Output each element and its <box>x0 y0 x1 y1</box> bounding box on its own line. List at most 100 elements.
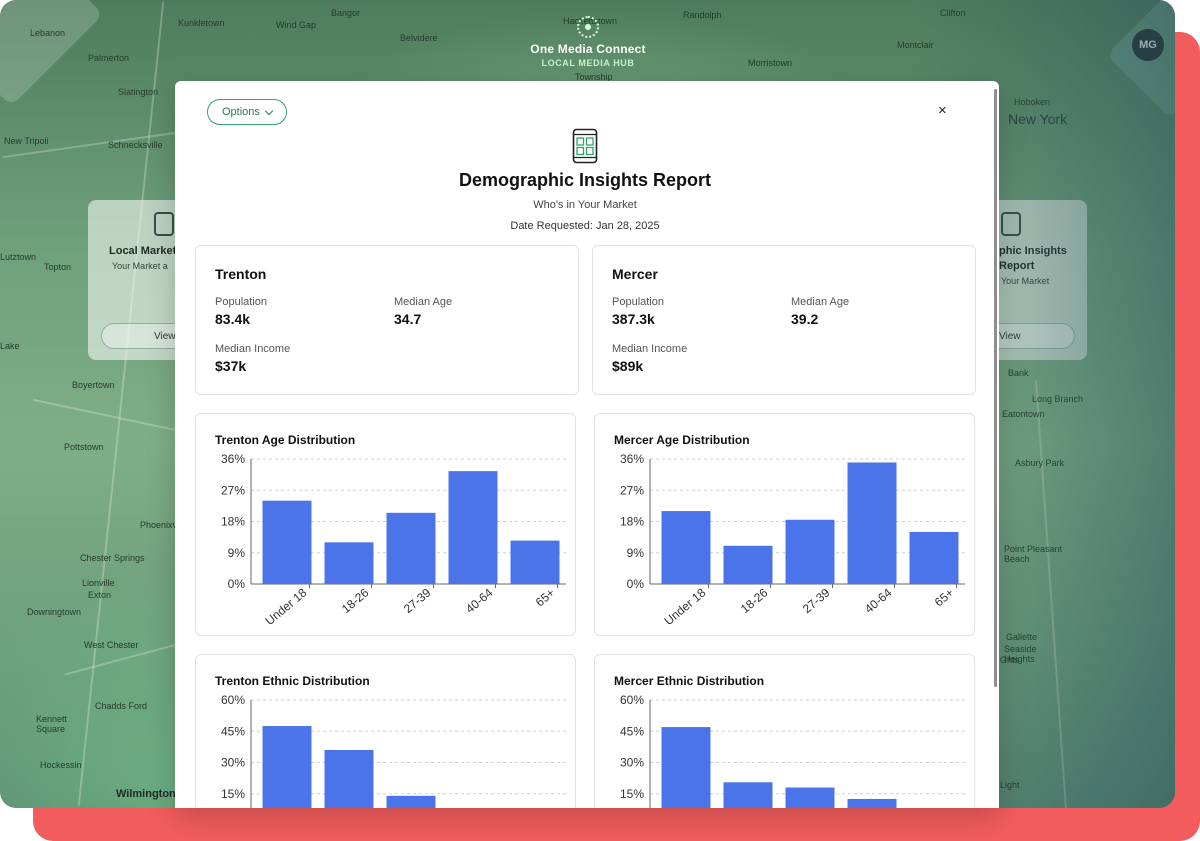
mercer-age-chart-card: Mercer Age Distribution 0% 9% 18% 27% 36% Und… <box>594 413 975 636</box>
chart-title: Mercer Ethnic Distribution <box>614 674 765 688</box>
map-label: Point Pleasant Beach <box>1004 544 1063 564</box>
local-market-card-subtitle: Your Market a <box>112 261 168 271</box>
x-tick-label: 27-39 <box>401 585 434 616</box>
stat-value: 387.3k <box>612 311 655 327</box>
y-tick-label: 18% <box>221 515 245 529</box>
map-label: Lutztown <box>0 252 37 262</box>
median-age-stat: Median Age 39.2 <box>791 296 849 327</box>
demographic-report-modal[interactable]: Options × Demographic Insights Report Wh… <box>175 81 999 808</box>
mercer-ethnic-chart: 15% 30% 45% 60% <box>620 693 965 808</box>
brand-network-icon <box>577 16 599 38</box>
close-button[interactable]: × <box>938 102 947 119</box>
x-tick-label: 27-39 <box>800 585 833 616</box>
market-card-icon <box>154 212 174 236</box>
bar <box>785 787 835 808</box>
x-tick-label: 18-26 <box>738 585 771 616</box>
map-label: Lionville <box>82 578 115 588</box>
brand-logo[interactable]: One Media Connect LOCAL MEDIA HUB <box>500 16 676 68</box>
map-label: Asbury Park <box>1015 458 1065 468</box>
chevron-down-icon <box>264 106 274 115</box>
chart-title: Trenton Age Distribution <box>215 433 356 447</box>
stat-value: 34.7 <box>394 311 422 327</box>
map-label: Boyertown <box>72 380 115 390</box>
map-label: Pottstown <box>64 442 104 452</box>
city-name: Trenton <box>215 266 267 282</box>
bar <box>386 795 436 808</box>
map-label: Topton <box>44 262 72 272</box>
map-label: Chadds Ford <box>95 701 148 711</box>
median-income-stat: Median Income $89k <box>612 343 687 374</box>
brand-subtitle: LOCAL MEDIA HUB <box>541 58 635 68</box>
date-requested: Date Requested: Jan 28, 2025 <box>175 220 995 232</box>
map-label: Randolph <box>683 10 722 20</box>
median-income-stat: Median Income $37k <box>215 343 290 374</box>
trenton-ethnic-chart: 15% 30% 45% 60% <box>221 693 566 808</box>
stat-label: Median Income <box>612 343 688 355</box>
y-tick-label: 15% <box>620 787 644 801</box>
y-tick-label: 30% <box>620 756 644 770</box>
corner-decoration-right <box>1106 0 1175 119</box>
map-label: Palmerton <box>88 53 130 63</box>
map-label: Wind Gap <box>276 20 317 30</box>
bar <box>785 519 835 584</box>
y-tick-label: 60% <box>620 693 644 707</box>
map-label: Seaside Heights <box>1004 644 1037 664</box>
x-tick-label: 65+ <box>533 586 558 610</box>
bar <box>723 782 773 808</box>
median-age-stat: Median Age 34.7 <box>394 296 452 327</box>
mobile-report-icon <box>572 128 598 164</box>
map-label: Bank <box>1008 368 1029 378</box>
chart-title: Trenton Ethnic Distribution <box>215 674 370 688</box>
bar <box>661 511 711 584</box>
y-tick-label: 9% <box>627 546 645 560</box>
mercer-stats-card: Mercer Population 387.3k Median Age 39.2… <box>592 245 976 395</box>
options-label: Options <box>222 106 260 118</box>
y-tick-label: 36% <box>620 452 644 466</box>
y-tick-label: 27% <box>620 483 644 497</box>
modal-scrollbar[interactable] <box>994 89 997 687</box>
x-tick-label: 65+ <box>932 586 957 610</box>
stat-label: Population <box>215 296 267 308</box>
y-tick-label: 15% <box>221 787 245 801</box>
stat-label: Median Age <box>394 296 453 308</box>
map-label: Belvidere <box>400 33 438 43</box>
chart-title: Mercer Age Distribution <box>614 433 750 447</box>
date-requested-value: Jan 28, 2025 <box>596 220 660 232</box>
map-label: Downingtown <box>27 607 82 617</box>
trenton-age-chart: 0% 9% 18% 27% 36% Under 18 18-26 27-39 40-64 65+ <box>221 452 566 628</box>
insights-card-title-line2: Report <box>999 260 1035 272</box>
user-avatar[interactable]: MG <box>1132 29 1164 61</box>
map-label: Lebanon <box>30 28 66 38</box>
map-label: Wilmington <box>116 788 176 800</box>
y-tick-label: 60% <box>221 693 245 707</box>
stat-value: $89k <box>612 358 644 374</box>
y-tick-label: 0% <box>627 577 645 591</box>
date-requested-label: Date Requested: <box>510 220 593 232</box>
map-label: West Chester <box>84 640 139 650</box>
map-label: Gallette <box>1006 632 1038 642</box>
stat-label: Population <box>612 296 664 308</box>
y-tick-label: 27% <box>221 483 245 497</box>
map-label: Kunkletown <box>178 18 225 28</box>
brand-name: One Media Connect <box>530 42 646 56</box>
y-tick-label: 30% <box>221 756 245 770</box>
mercer-ethnic-chart-card: Mercer Ethnic Distribution 15% 30% 45% 60% <box>594 654 975 808</box>
y-tick-label: 45% <box>620 724 644 738</box>
map-label: Hockessin <box>40 760 82 770</box>
map-label: Phoenixville <box>140 520 189 530</box>
map-label: Exton <box>88 590 112 600</box>
x-tick-label: Under 18 <box>662 585 709 628</box>
y-tick-label: 36% <box>221 452 245 466</box>
trenton-ethnic-chart-card: Trenton Ethnic Distribution 15% 30% 45% 60% <box>195 654 576 808</box>
bar <box>847 798 897 808</box>
bar <box>448 471 498 584</box>
report-title: Demographic Insights Report <box>458 170 712 190</box>
bar <box>324 750 374 808</box>
bar <box>262 726 312 808</box>
map-label: Bangor <box>331 8 361 18</box>
stat-value: $37k <box>215 358 247 374</box>
bar <box>661 727 711 808</box>
population-stat: Population 83.4k <box>215 296 267 327</box>
options-dropdown-button[interactable]: Options <box>207 99 287 125</box>
map-label: Eatontown <box>1002 409 1045 419</box>
